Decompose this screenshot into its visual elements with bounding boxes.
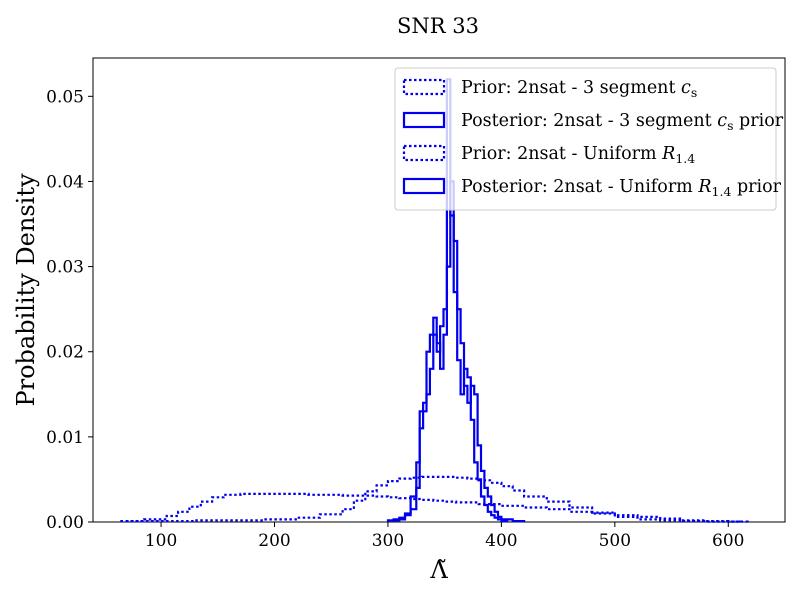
plot-area: 100 200 300 400 500 600 0.000.010.020.030.040…: [46, 57, 786, 551]
legend-swatch-1: [402, 78, 446, 96]
y-tick-label: 0.04: [46, 172, 84, 192]
legend-box: [394, 67, 777, 211]
y-tick-label: 0.02: [46, 343, 84, 363]
y-tick-label: 0.03: [46, 258, 84, 278]
x-tick-label: 300: [372, 531, 404, 551]
x-axis-ticks: 100 200 300 400 500 600: [145, 522, 745, 551]
y-tick-label: 0.00: [46, 513, 84, 533]
x-tick-label: 500: [599, 531, 631, 551]
series-4-histogram: [392, 180, 526, 523]
x-tick-label: 600: [712, 531, 744, 551]
legend-swatch-3: [402, 144, 446, 162]
series-1-histogram: [120, 492, 749, 523]
legend-label-2: Posterior: 2nsat - 3 segment cs prior: [461, 111, 784, 133]
legend-swatch-4: [402, 177, 446, 195]
series-layer: [120, 78, 749, 523]
chart-title: SNR 33: [397, 14, 479, 38]
legend-swatch-2: [402, 111, 446, 129]
y-tick-label: 0.01: [46, 428, 84, 448]
x-tick-label: 400: [485, 531, 517, 551]
x-tick-label: 200: [258, 531, 290, 551]
series-3-histogram: [125, 475, 741, 523]
legend-label-4: Posterior: 2nsat - Uniform R1.4 prior: [461, 177, 782, 199]
y-axis-ticks: 0.00 0.01 0.02 0.03 0.04 0.05: [46, 87, 93, 533]
x-axis-label: Λ̃: [429, 556, 448, 584]
legend: Prior: 2nsat - 3 segment cs Posterior: 2n…: [394, 67, 784, 211]
x-tick-label: 100: [145, 531, 177, 551]
legend-label-1: Prior: 2nsat - 3 segment cs: [461, 78, 697, 100]
plot-frame: [92, 57, 786, 523]
legend-label-3: Prior: 2nsat - Uniform R1.4: [461, 144, 695, 166]
y-axis-label: Probability Density: [12, 173, 40, 407]
y-tick-label: 0.05: [46, 87, 84, 107]
